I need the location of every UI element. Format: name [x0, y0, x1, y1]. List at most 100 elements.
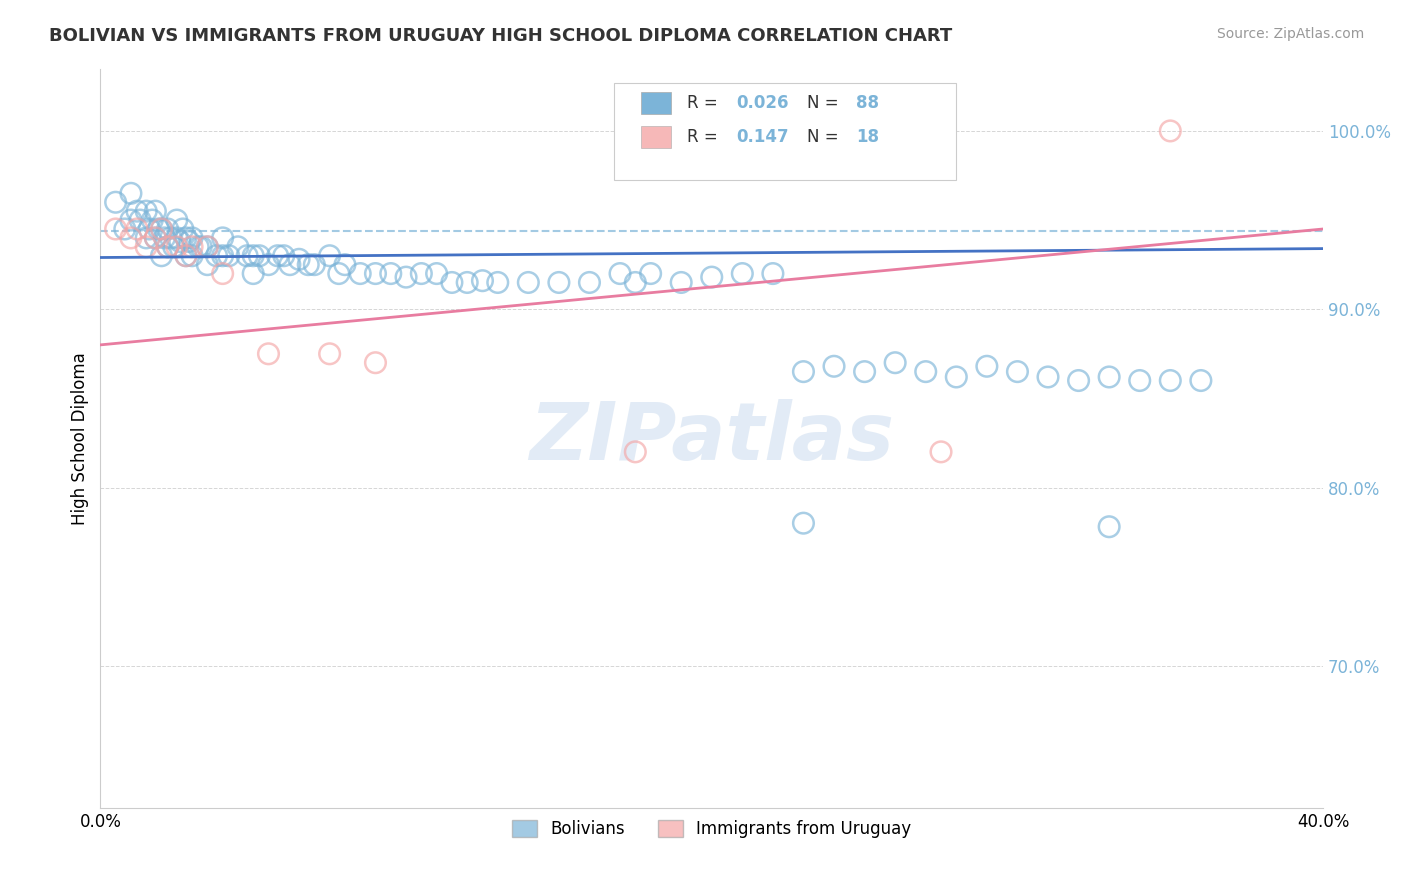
- Point: [195, 258, 218, 272]
- Text: 18: 18: [856, 128, 879, 146]
- FancyBboxPatch shape: [641, 127, 672, 148]
- Point: [333, 258, 356, 272]
- Point: [138, 222, 160, 236]
- FancyBboxPatch shape: [614, 83, 956, 179]
- Point: [129, 213, 152, 227]
- Point: [181, 240, 204, 254]
- Point: [120, 213, 142, 227]
- Point: [364, 267, 387, 281]
- Point: [517, 276, 540, 290]
- Y-axis label: High School Diploma: High School Diploma: [72, 352, 89, 524]
- Point: [166, 213, 188, 227]
- Point: [135, 231, 157, 245]
- Point: [104, 222, 127, 236]
- Point: [145, 231, 167, 245]
- Point: [247, 249, 270, 263]
- Point: [1067, 374, 1090, 388]
- Point: [1098, 370, 1121, 384]
- Point: [304, 258, 326, 272]
- Point: [1129, 374, 1152, 388]
- Point: [104, 195, 127, 210]
- Point: [456, 276, 478, 290]
- Point: [669, 276, 692, 290]
- Point: [163, 240, 186, 254]
- Point: [266, 249, 288, 263]
- Point: [731, 267, 754, 281]
- Point: [150, 222, 173, 236]
- Point: [792, 365, 814, 379]
- Point: [278, 258, 301, 272]
- Point: [174, 249, 197, 263]
- Point: [762, 267, 785, 281]
- Point: [187, 240, 209, 254]
- Point: [236, 249, 259, 263]
- Point: [257, 258, 280, 272]
- Point: [150, 249, 173, 263]
- Text: N =: N =: [807, 128, 844, 146]
- FancyBboxPatch shape: [641, 92, 672, 114]
- Point: [205, 249, 228, 263]
- Point: [380, 267, 402, 281]
- Legend: Bolivians, Immigrants from Uruguay: Bolivians, Immigrants from Uruguay: [505, 813, 918, 845]
- Point: [328, 267, 350, 281]
- Point: [1159, 124, 1181, 138]
- Text: R =: R =: [688, 95, 723, 112]
- Point: [156, 240, 179, 254]
- Point: [395, 270, 418, 285]
- Point: [792, 516, 814, 531]
- Point: [156, 222, 179, 236]
- Point: [884, 356, 907, 370]
- Point: [297, 258, 319, 272]
- Point: [181, 231, 204, 245]
- Point: [624, 276, 647, 290]
- Point: [145, 204, 167, 219]
- Point: [242, 267, 264, 281]
- Point: [120, 231, 142, 245]
- Text: N =: N =: [807, 95, 844, 112]
- Text: Source: ZipAtlas.com: Source: ZipAtlas.com: [1216, 27, 1364, 41]
- Point: [156, 240, 179, 254]
- Point: [349, 267, 371, 281]
- Point: [364, 356, 387, 370]
- Text: ZIPatlas: ZIPatlas: [529, 400, 894, 477]
- Text: 0.026: 0.026: [737, 95, 789, 112]
- Point: [976, 359, 998, 374]
- Point: [218, 249, 240, 263]
- Text: BOLIVIAN VS IMMIGRANTS FROM URUGUAY HIGH SCHOOL DIPLOMA CORRELATION CHART: BOLIVIAN VS IMMIGRANTS FROM URUGUAY HIGH…: [49, 27, 952, 45]
- Point: [125, 222, 148, 236]
- Point: [135, 204, 157, 219]
- Point: [145, 231, 167, 245]
- Text: 0.147: 0.147: [737, 128, 789, 146]
- Text: R =: R =: [688, 128, 723, 146]
- Point: [578, 276, 600, 290]
- Point: [166, 240, 188, 254]
- Point: [1098, 520, 1121, 534]
- Point: [242, 249, 264, 263]
- Point: [318, 249, 340, 263]
- Point: [211, 231, 233, 245]
- Point: [288, 252, 311, 267]
- Point: [411, 267, 433, 281]
- Point: [148, 222, 170, 236]
- Point: [114, 222, 136, 236]
- Point: [159, 231, 181, 245]
- Point: [440, 276, 463, 290]
- Text: 88: 88: [856, 95, 879, 112]
- Point: [150, 222, 173, 236]
- Point: [853, 365, 876, 379]
- Point: [486, 276, 509, 290]
- Point: [190, 240, 212, 254]
- Point: [273, 249, 295, 263]
- Point: [945, 370, 967, 384]
- Point: [426, 267, 449, 281]
- Point: [135, 240, 157, 254]
- Point: [177, 235, 200, 249]
- Point: [195, 240, 218, 254]
- Point: [166, 231, 188, 245]
- Point: [181, 249, 204, 263]
- Point: [1189, 374, 1212, 388]
- Point: [1159, 374, 1181, 388]
- Point: [120, 186, 142, 201]
- Point: [195, 240, 218, 254]
- Point: [700, 270, 723, 285]
